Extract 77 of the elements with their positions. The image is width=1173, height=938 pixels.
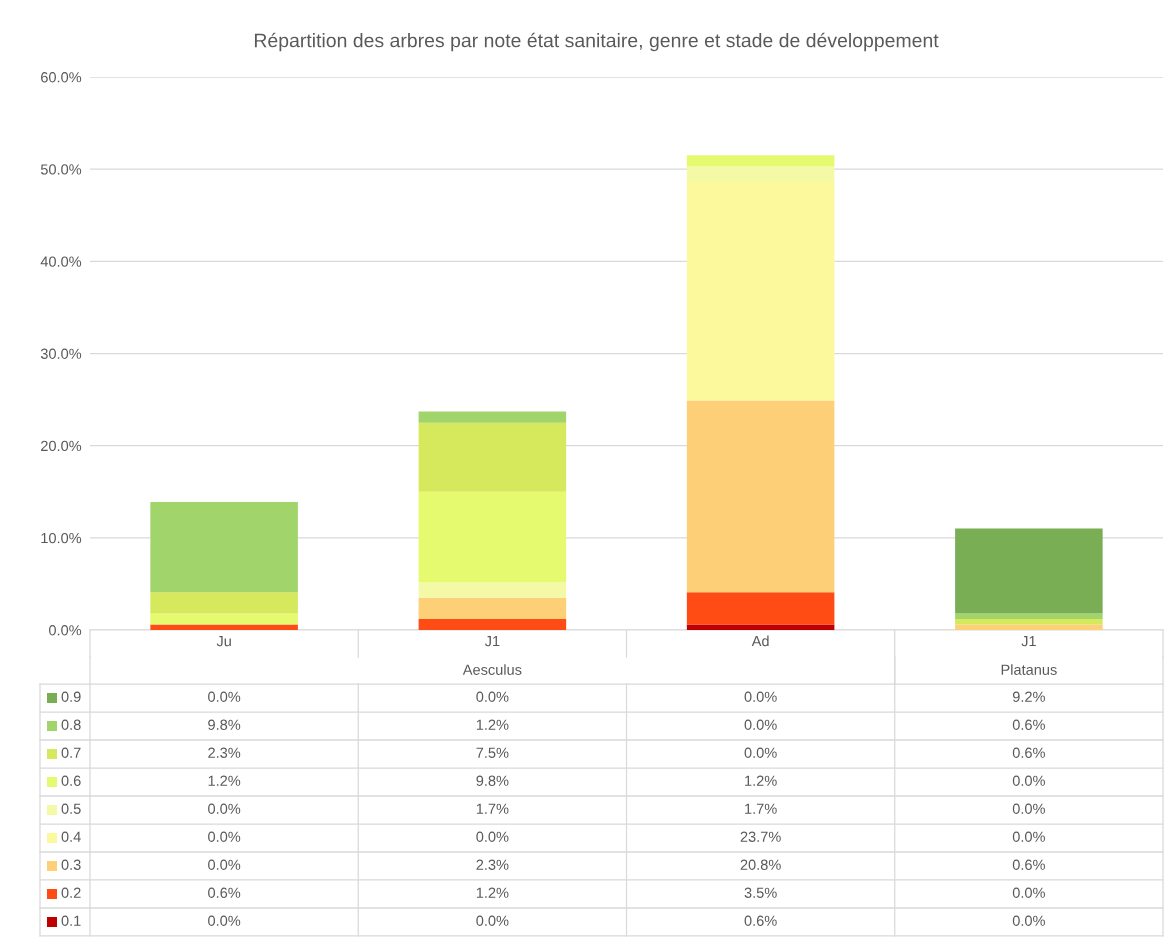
- y-tick-label: 50.0%: [40, 164, 82, 175]
- data-label: 0.0%: [208, 915, 241, 926]
- bar: [686, 400, 835, 593]
- bar: [150, 613, 298, 625]
- x-tick-label: Ad: [751, 635, 769, 647]
- data-label: 0.6%: [1012, 859, 1045, 870]
- chart-title: Répartition des arbres par note état sanitaire, genre et stade de développement: [254, 32, 939, 52]
- data-label: 9.2%: [1012, 691, 1045, 702]
- data-label: 0.0%: [1012, 831, 1045, 842]
- legend-label: 0.1: [61, 915, 81, 926]
- bar: [686, 155, 835, 167]
- data-label: 0.0%: [476, 915, 509, 926]
- data-label: 0.0%: [1012, 915, 1045, 926]
- legend-label: 0.4: [61, 831, 81, 842]
- data-label: 0.6%: [1012, 719, 1045, 730]
- bar: [686, 592, 835, 625]
- data-label: 1.7%: [476, 803, 509, 814]
- bar: [150, 592, 298, 614]
- data-label: 20.8%: [740, 859, 781, 870]
- data-label: 0.6%: [744, 915, 777, 926]
- data-label: 0.6%: [208, 887, 241, 898]
- data-label: 1.2%: [476, 719, 509, 730]
- bar: [418, 618, 567, 630]
- x-tick-label: J1: [484, 636, 500, 647]
- bar: [150, 501, 298, 593]
- bar: [418, 422, 567, 492]
- data-label: 0.0%: [744, 719, 777, 730]
- data-label: 3.5%: [744, 887, 777, 898]
- data-label: 9.8%: [476, 775, 509, 786]
- data-label: 0.0%: [476, 831, 509, 842]
- data-label: 9.8%: [208, 719, 241, 730]
- bar: [686, 624, 835, 630]
- data-label: 1.2%: [476, 887, 509, 898]
- data-label: 0.0%: [208, 691, 241, 702]
- text: Aesculus: [462, 664, 522, 675]
- data-label: 0.0%: [208, 831, 241, 842]
- data-label: 7.5%: [476, 747, 509, 758]
- bar: [955, 624, 1103, 630]
- data-label: 0.6%: [1012, 747, 1045, 758]
- x-tick-label: Ju: [216, 636, 231, 647]
- x-tick-label: J1: [1021, 636, 1036, 647]
- data-label: 0.0%: [476, 691, 509, 702]
- data-label: 0.0%: [1012, 775, 1045, 786]
- data-label: 2.3%: [476, 859, 509, 870]
- data-label: 2.3%: [208, 747, 241, 758]
- text: Platanus: [1001, 664, 1057, 675]
- legend-label: 0.9: [61, 691, 81, 702]
- legend-label: 0.2: [61, 887, 81, 898]
- legend-label: 0.8: [61, 719, 81, 730]
- data-label: 1.2%: [745, 775, 777, 786]
- bar: [418, 491, 567, 583]
- data-label: 1.7%: [745, 803, 777, 814]
- y-tick-label: 30.0%: [40, 348, 82, 359]
- bar: [418, 582, 567, 598]
- legend-label: 0.7: [61, 747, 81, 758]
- data-label: 0.0%: [744, 747, 777, 758]
- data-label: 23.7%: [740, 831, 781, 842]
- bar: [955, 618, 1103, 625]
- legend-label: 0.5: [61, 803, 81, 814]
- data-label: 0.0%: [208, 803, 241, 814]
- data-label: 0.0%: [1012, 887, 1045, 898]
- legend-label: 0.6: [61, 775, 81, 786]
- bar: [418, 597, 567, 619]
- bar: [418, 411, 567, 423]
- bar: [150, 624, 298, 630]
- y-tick-label: 60.0%: [41, 72, 82, 83]
- y-tick-label: 40.0%: [40, 256, 82, 267]
- y-tick-label: 10.0%: [41, 532, 82, 544]
- data-label: 1.2%: [208, 775, 241, 786]
- data-label: 0.0%: [1012, 803, 1045, 814]
- bar: [955, 613, 1103, 619]
- data-label: 0.0%: [208, 859, 241, 870]
- y-tick-label: 20.0%: [41, 440, 82, 452]
- legend-label: 0.3: [61, 859, 81, 870]
- data-label: 0.0%: [744, 691, 777, 702]
- bar: [955, 528, 1103, 614]
- y-tick-label: 0.0%: [49, 625, 82, 636]
